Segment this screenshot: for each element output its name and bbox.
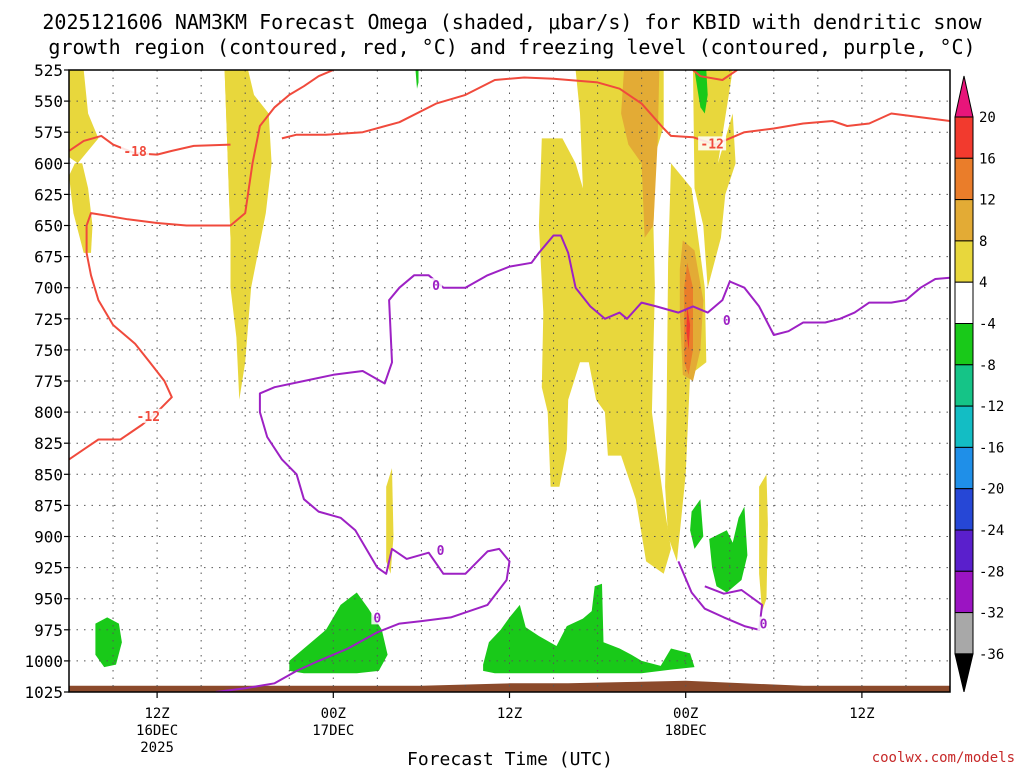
freezing-level-contour-1 (677, 561, 764, 631)
x-tick-label: 12Z (849, 706, 874, 722)
colorbar-bin (954, 157, 974, 201)
omega-shading (69, 70, 768, 674)
colorbar-label: 8 (979, 234, 987, 250)
y-tick-label: 775 (34, 372, 63, 391)
y-tick-label: 550 (34, 92, 63, 111)
omega-region-0 (69, 70, 99, 164)
colorbar-bin (954, 364, 974, 407)
colorbar-label: 16 (979, 151, 996, 167)
x-axis-title: Forecast Time (UTC) (407, 749, 613, 768)
colorbar-bin (954, 529, 974, 572)
colorbar: 20 16 12 8 4 -4 -8 -12 -16 -20 -24 -28 -32 -36 (954, 75, 1004, 693)
pressure-axis: 525 550 575 600 625 650 675 700 725 750 775 800 825 8… (24, 61, 69, 702)
y-tick-label: 850 (34, 465, 63, 484)
colorbar-label: -24 (979, 523, 1004, 539)
contour-label-3: 0 (432, 279, 440, 294)
colorbar-label: -28 (979, 564, 1004, 580)
x-tick-label: 17DEC (312, 723, 354, 739)
y-tick-label: 525 (34, 61, 63, 80)
omega-region-3 (224, 70, 272, 400)
colorbar-label: -16 (979, 440, 1004, 456)
contour-label-1: -12 (137, 410, 160, 425)
freezing-level-contour-0 (215, 234, 950, 692)
colorbar-label: -32 (979, 606, 1004, 622)
x-tick-label: 16DEC (136, 723, 178, 739)
omega-region-16 (709, 506, 748, 593)
y-tick-label: 950 (34, 590, 63, 609)
colorbar-bin (954, 199, 974, 242)
y-tick-label: 650 (34, 217, 63, 236)
omega-region-8 (759, 474, 768, 612)
y-tick-label: 925 (34, 559, 63, 578)
contour-label-7: 0 (760, 618, 768, 633)
y-tick-label: 875 (34, 496, 63, 515)
y-tick-label: 600 (34, 154, 63, 173)
contour-label-0: -18 (123, 145, 147, 160)
omega-region-6 (693, 70, 736, 288)
contour-label-4: 0 (437, 544, 445, 559)
x-tick-label: 00Z (321, 706, 346, 722)
snow-growth-contour-2 (281, 76, 950, 146)
colorbar-bin (954, 405, 974, 448)
y-tick-label: 725 (34, 310, 63, 329)
contour-labels: -18 -12 -12 0 0 0 0 0 (121, 136, 770, 633)
y-tick-label: 675 (34, 248, 63, 267)
y-tick-label: 975 (34, 621, 63, 640)
y-tick-label: 825 (34, 434, 63, 453)
chart-title-line-1: 2025121606 NAM3KM Forecast Omega (shaded… (42, 10, 982, 34)
x-tick-label: 12Z (497, 706, 522, 722)
colorbar-bin (954, 240, 974, 283)
contour-label-6: 0 (723, 314, 731, 329)
contour-label-5: 0 (373, 611, 381, 626)
colorbar-label: 4 (979, 275, 987, 291)
x-tick-label: 18DEC (665, 723, 707, 739)
omega-region-12 (686, 306, 691, 350)
colorbar-label: 20 (979, 110, 996, 126)
omega-region-4 (386, 468, 394, 574)
snow-growth-contour-3 (692, 70, 738, 81)
colorbar-bin (954, 446, 974, 490)
omega-region-5 (538, 70, 671, 574)
colorbar-label: -20 (979, 482, 1004, 498)
colorbar-label: -8 (979, 358, 996, 374)
y-tick-label: 575 (34, 123, 63, 142)
colorbar-label: -4 (979, 317, 996, 333)
colorbar-bottom-arrow (954, 653, 974, 693)
grid-lines (69, 70, 950, 692)
y-tick-label: 1025 (24, 683, 63, 702)
omega-region-15 (483, 583, 695, 674)
omega-region-18 (694, 70, 708, 114)
colorbar-bin (954, 116, 974, 159)
x-tick-label: 12Z (144, 706, 169, 722)
x-tick-label: 00Z (673, 706, 698, 722)
chart-title-line-2: growth region (contoured, red, °C) and f… (48, 35, 975, 59)
colorbar-label: -12 (979, 399, 1004, 415)
colorbar-bin (954, 488, 974, 531)
credit-text: coolwx.com/models (872, 750, 1015, 766)
y-tick-label: 625 (34, 185, 63, 204)
colorbar-bin (954, 612, 974, 655)
colorbar-bin (954, 570, 974, 614)
omega-region-19 (415, 70, 419, 89)
y-tick-label: 700 (34, 279, 63, 298)
omega-region-14 (289, 592, 388, 674)
y-tick-label: 800 (34, 403, 63, 422)
x-tick-label: 2025 (140, 740, 174, 756)
y-tick-label: 900 (34, 528, 63, 547)
colorbar-bin (954, 323, 974, 366)
y-tick-label: 750 (34, 341, 63, 360)
y-tick-label: 1000 (24, 652, 63, 671)
colorbar-label: -36 (979, 647, 1004, 663)
colorbar-label: 12 (979, 193, 996, 209)
contour-label-2: -12 (700, 137, 723, 152)
colorbar-bin (954, 281, 974, 325)
